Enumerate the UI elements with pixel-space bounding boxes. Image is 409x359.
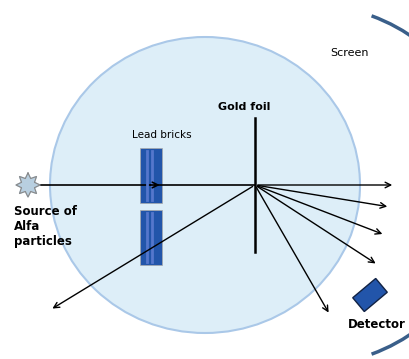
Polygon shape [16, 173, 40, 197]
Text: Source of
Alfa
particles: Source of Alfa particles [14, 205, 77, 248]
Text: Lead bricks: Lead bricks [132, 130, 191, 140]
Ellipse shape [50, 37, 359, 333]
Text: Detector: Detector [347, 318, 405, 331]
Text: Gold foil: Gold foil [218, 102, 270, 112]
Bar [139, 148, 162, 203]
Bar [139, 210, 162, 265]
Text: Screen: Screen [329, 48, 368, 58]
Bar [352, 279, 387, 312]
